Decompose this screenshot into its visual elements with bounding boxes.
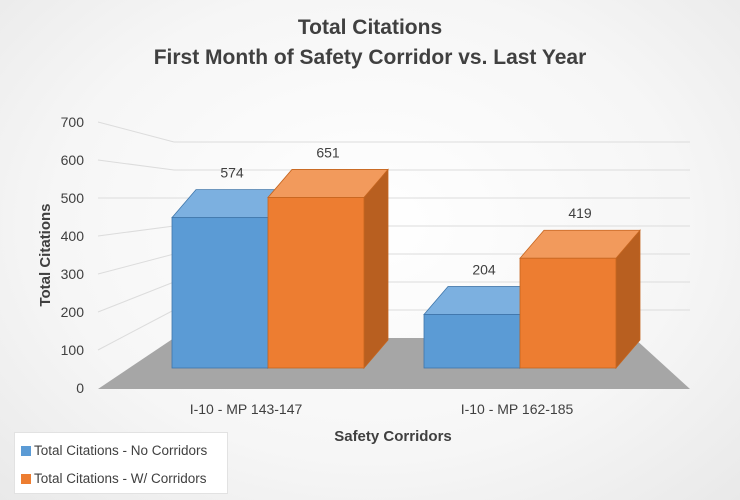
gridline-left bbox=[97, 121, 175, 143]
bar-no-corridors-2 bbox=[423, 314, 521, 369]
y-tick-label: 200 bbox=[61, 304, 85, 320]
data-label: 419 bbox=[568, 205, 592, 221]
gridline-left bbox=[97, 253, 175, 275]
y-tick-label: 500 bbox=[61, 190, 85, 206]
y-tick-label: 300 bbox=[61, 266, 85, 282]
x-tick-label: I-10 - MP 162-185 bbox=[461, 401, 574, 417]
legend-label-no-corridors: Total Citations - No Corridors bbox=[34, 443, 208, 458]
bar-w-corridors-1 bbox=[267, 197, 365, 369]
legend-label-w-corridors: Total Citations - W/ Corridors bbox=[34, 471, 207, 486]
x-tick-label: I-10 - MP 143-147 bbox=[190, 401, 303, 417]
y-tick-label: 700 bbox=[61, 114, 85, 130]
y-tick-label: 600 bbox=[61, 152, 85, 168]
bar-no-corridors-1 bbox=[171, 217, 269, 369]
y-axis-title: Total Citations bbox=[37, 203, 54, 306]
x-axis-title: Safety Corridors bbox=[334, 428, 452, 445]
data-label: 651 bbox=[316, 144, 340, 160]
bar-w-corridors-1-side bbox=[363, 168, 389, 370]
chart-subtitle: First Month of Safety Corridor vs. Last … bbox=[153, 46, 587, 69]
y-tick-label: 100 bbox=[61, 342, 85, 358]
legend-item-w-corridors: Total Citations - W/ Corridors bbox=[21, 471, 207, 486]
legend-swatch-w-corridors bbox=[21, 473, 31, 484]
legend-swatch-no-corridors bbox=[21, 445, 31, 456]
legend: Total Citations - No Corridors Total Cit… bbox=[14, 432, 228, 494]
gridline-left bbox=[97, 159, 175, 171]
gridline-left bbox=[97, 309, 175, 351]
data-label: 204 bbox=[472, 262, 496, 278]
y-tick-label: 400 bbox=[61, 228, 85, 244]
gridline-left bbox=[97, 281, 175, 313]
y-tick-label: 0 bbox=[76, 380, 84, 396]
legend-item-no-corridors: Total Citations - No Corridors bbox=[21, 443, 207, 458]
gridline-left bbox=[97, 225, 175, 237]
chart-title: Total Citations bbox=[297, 16, 443, 39]
data-label: 574 bbox=[220, 165, 244, 181]
bar-w-corridors-2 bbox=[519, 257, 617, 369]
